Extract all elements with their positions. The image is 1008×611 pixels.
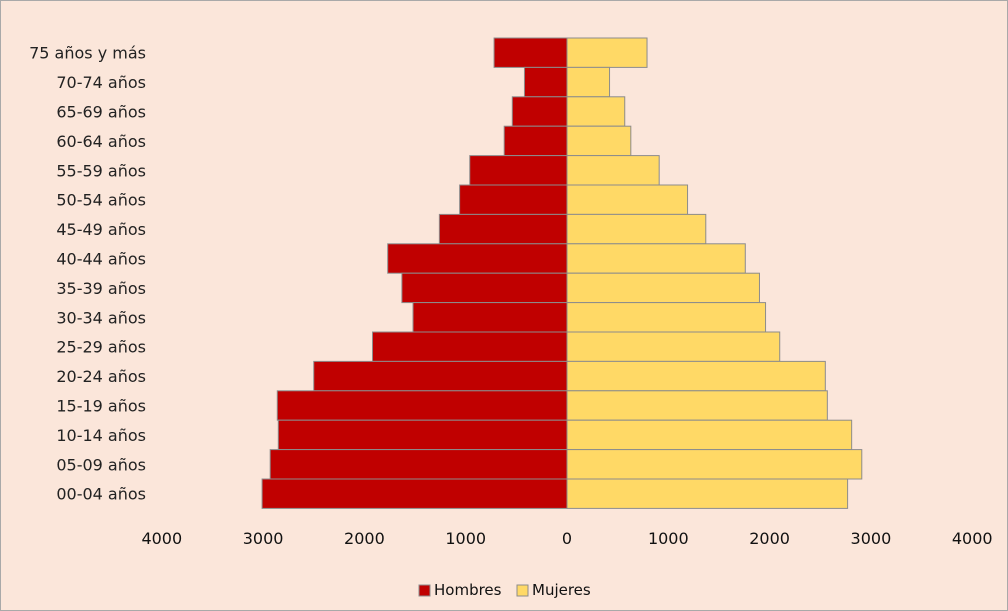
x-tick-label: 4000 xyxy=(952,529,993,548)
y-tick-label: 05-09 años xyxy=(56,455,146,474)
bar-mujeres-9 xyxy=(566,302,767,333)
bar-mujeres-6 xyxy=(566,213,707,245)
bar-mujeres-11 xyxy=(566,360,826,392)
y-tick-label: 60-64 años xyxy=(56,132,146,151)
bar-hombres-3 xyxy=(503,125,568,157)
y-tick-label: 55-59 años xyxy=(56,161,146,180)
bars-group xyxy=(261,37,863,509)
y-tick-label: 75 años y más xyxy=(29,44,146,63)
bar-mujeres-7 xyxy=(566,243,746,274)
legend-label-mujeres: Mujeres xyxy=(532,581,591,599)
bar-mujeres-12 xyxy=(566,390,828,421)
bar-hombres-10 xyxy=(372,331,568,362)
y-tick-label: 70-74 años xyxy=(56,73,146,92)
legend-swatch-hombres xyxy=(418,584,431,597)
y-tick-label: 30-34 años xyxy=(56,308,146,327)
legend-label-hombres: Hombres xyxy=(434,581,502,599)
bar-hombres-8 xyxy=(401,272,568,304)
bar-mujeres-1 xyxy=(566,66,611,98)
bar-hombres-6 xyxy=(438,213,568,245)
bar-mujeres-5 xyxy=(566,184,689,215)
bar-mujeres-10 xyxy=(566,331,781,362)
y-tick-label: 65-69 años xyxy=(56,103,146,122)
x-tick-label: 3000 xyxy=(243,529,284,548)
x-tick-label: 3000 xyxy=(851,529,892,548)
legend: Hombres Mujeres xyxy=(418,581,591,599)
bar-hombres-1 xyxy=(523,66,568,98)
bar-mujeres-14 xyxy=(566,449,863,480)
bar-hombres-0 xyxy=(493,37,568,68)
bar-hombres-15 xyxy=(261,478,568,509)
x-tick-label: 2000 xyxy=(749,529,790,548)
bar-mujeres-4 xyxy=(566,155,660,186)
x-tick-label: 0 xyxy=(562,529,572,548)
bar-hombres-7 xyxy=(387,243,568,274)
y-tick-label: 10-14 años xyxy=(56,426,146,445)
bar-mujeres-0 xyxy=(566,37,648,68)
x-tick-label: 4000 xyxy=(141,529,182,548)
y-tick-label: 00-04 años xyxy=(56,485,146,504)
bar-mujeres-3 xyxy=(566,125,632,157)
bar-hombres-2 xyxy=(511,96,568,127)
legend-swatch-mujeres xyxy=(516,584,529,597)
bar-hombres-5 xyxy=(459,184,568,215)
x-axis-labels: 4000 3000 2000 1000 0 1000 2000 3000 4000 xyxy=(141,529,992,548)
x-tick-label: 1000 xyxy=(445,529,486,548)
bar-hombres-13 xyxy=(277,419,568,451)
bar-hombres-12 xyxy=(276,390,568,421)
y-tick-label: 25-29 años xyxy=(56,338,146,357)
bar-mujeres-8 xyxy=(566,272,760,304)
bar-hombres-14 xyxy=(269,449,568,480)
bar-hombres-9 xyxy=(412,302,568,333)
y-tick-label: 50-54 años xyxy=(56,191,146,210)
bar-mujeres-13 xyxy=(566,419,853,451)
y-axis-labels: 75 años y más 70-74 años 65-69 años 60-64 a… xyxy=(29,44,146,504)
bar-hombres-4 xyxy=(469,155,568,186)
y-tick-label: 20-24 años xyxy=(56,367,146,386)
x-tick-label: 1000 xyxy=(648,529,689,548)
y-tick-label: 40-44 años xyxy=(56,250,146,269)
y-tick-label: 45-49 años xyxy=(56,220,146,239)
x-tick-label: 2000 xyxy=(344,529,385,548)
bar-mujeres-2 xyxy=(566,96,626,127)
bar-hombres-11 xyxy=(313,360,568,392)
bar-mujeres-15 xyxy=(566,478,849,509)
y-tick-label: 15-19 años xyxy=(56,397,146,416)
y-tick-label: 35-39 años xyxy=(56,279,146,298)
